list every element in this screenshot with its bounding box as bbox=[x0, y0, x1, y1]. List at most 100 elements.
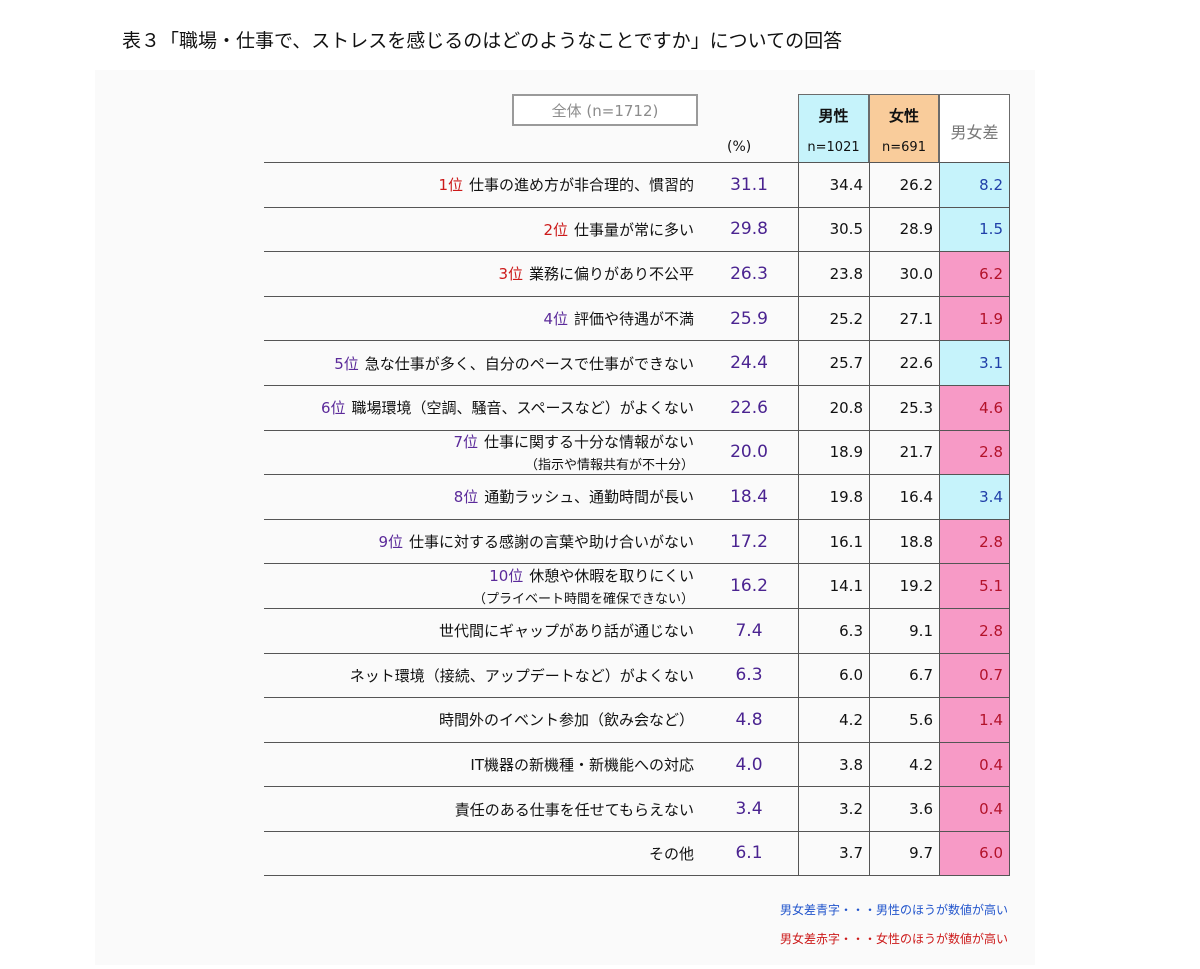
rank-label: 6位 bbox=[321, 399, 346, 418]
overall-value: 22.6 bbox=[730, 397, 768, 418]
female-value: 4.2 bbox=[869, 742, 939, 787]
row-label-line: 5位 急な仕事が多く、自分のペースで仕事ができない bbox=[334, 353, 694, 374]
female-value: 9.1 bbox=[869, 608, 939, 653]
row-label-line: 3位 業務に偏りがあり不公平 bbox=[498, 263, 694, 284]
overall-value: 6.1 bbox=[735, 843, 763, 864]
table-row: IT機器の新機種・新機能への対応 4.0 3.8 4.2 0.4 bbox=[264, 741, 1010, 787]
rank-label: 1位 bbox=[438, 176, 463, 195]
gender-diff-value: 6.0 bbox=[939, 831, 1010, 875]
gender-diff-value: 0.4 bbox=[939, 742, 1010, 787]
overall-value: 24.4 bbox=[730, 353, 768, 374]
male-header-label: 男性 bbox=[818, 107, 849, 125]
row-label-cell: ネット環境（接続、アップデートなど）がよくない bbox=[350, 654, 694, 698]
rank-label: 5位 bbox=[334, 354, 359, 373]
female-value: 9.7 bbox=[869, 831, 939, 875]
male-value: 3.7 bbox=[798, 831, 869, 875]
gender-diff-value: 1.9 bbox=[939, 296, 1010, 341]
item-label: 評価や待遇が不満 bbox=[573, 310, 694, 329]
rank-label: 10位 bbox=[489, 567, 524, 586]
gender-diff-value: 2.8 bbox=[939, 519, 1010, 564]
female-sample-size: n=691 bbox=[882, 140, 926, 155]
item-label: 時間外のイベント参加（飲み会など） bbox=[438, 711, 694, 730]
male-value: 3.8 bbox=[798, 742, 869, 787]
male-value: 25.2 bbox=[798, 296, 869, 341]
female-value: 30.0 bbox=[869, 252, 939, 296]
gender-diff-value: 2.8 bbox=[939, 430, 1010, 475]
row-label-cell: 3位 業務に偏りがあり不公平 bbox=[498, 252, 694, 296]
gender-diff-value: 6.2 bbox=[939, 252, 1010, 296]
row-label-line: 6位 職場環境（空調、騒音、スペースなど）がよくない bbox=[321, 397, 694, 418]
rank-label: 3位 bbox=[498, 265, 523, 284]
item-label: 職場環境（空調、騒音、スペースなど）がよくない bbox=[351, 399, 694, 418]
row-label-line: 世代間にギャップがあり話が通じない bbox=[439, 620, 694, 641]
male-value: 14.1 bbox=[798, 564, 869, 608]
male-value: 19.8 bbox=[798, 475, 869, 519]
male-value: 34.4 bbox=[798, 163, 869, 207]
gender-diff-value: 3.4 bbox=[939, 475, 1010, 519]
row-label-cell: 世代間にギャップがあり話が通じない bbox=[439, 609, 694, 653]
item-label: 仕事に関する十分な情報がない bbox=[483, 433, 694, 452]
row-label-cell: 8位 通勤ラッシュ、通勤時間が長い bbox=[454, 475, 694, 519]
item-label: 業務に偏りがあり不公平 bbox=[528, 265, 694, 284]
overall-value: 29.8 bbox=[730, 219, 768, 240]
gender-diff-column-header: 男女差 bbox=[939, 94, 1010, 162]
row-label-line: IT機器の新機種・新機能への対応 bbox=[470, 754, 694, 775]
female-value: 19.2 bbox=[869, 564, 939, 608]
female-column-header: 女性 n=691 bbox=[869, 94, 939, 162]
rank-label: 9位 bbox=[378, 533, 403, 552]
item-label: 仕事に対する感謝の言葉や助け合いがない bbox=[408, 533, 694, 552]
gender-diff-value: 5.1 bbox=[939, 564, 1010, 608]
legend-note-blue: 男女差青字・・・男性のほうが数値が高い bbox=[779, 903, 1008, 917]
row-label-cell: IT機器の新機種・新機能への対応 bbox=[470, 743, 694, 787]
gender-diff-value: 1.5 bbox=[939, 207, 1010, 252]
row-label-line: 時間外のイベント参加（飲み会など） bbox=[439, 709, 694, 730]
overall-value: 4.0 bbox=[735, 754, 763, 775]
table-row: 9位 仕事に対する感謝の言葉や助け合いがない 17.2 16.1 18.8 2.8 bbox=[264, 518, 1010, 564]
gender-diff-value: 1.4 bbox=[939, 698, 1010, 742]
gender-diff-value: 0.4 bbox=[939, 787, 1010, 831]
male-column-header: 男性 n=1021 bbox=[798, 94, 869, 162]
row-label-cell: 責任のある仕事を任せてもらえない bbox=[455, 787, 694, 831]
male-sample-size: n=1021 bbox=[807, 140, 860, 155]
item-label: ネット環境（接続、アップデートなど）がよくない bbox=[349, 666, 694, 685]
table-panel-background bbox=[95, 70, 1035, 965]
female-value: 21.7 bbox=[869, 430, 939, 475]
table-row: その他 6.1 3.7 9.7 6.0 bbox=[264, 830, 1010, 876]
percent-unit-label: (%) bbox=[727, 139, 752, 155]
table-row: 7位 仕事に関する十分な情報がない （指示や情報共有が不十分） 20.0 18.9 21.… bbox=[264, 429, 1010, 475]
row-label-cell: 7位 仕事に関する十分な情報がない （指示や情報共有が不十分） bbox=[453, 431, 694, 475]
table-row: 3位 業務に偏りがあり不公平 26.3 23.8 30.0 6.2 bbox=[264, 251, 1010, 296]
row-label-cell: 5位 急な仕事が多く、自分のペースで仕事ができない bbox=[334, 341, 694, 385]
male-value: 3.2 bbox=[798, 787, 869, 831]
table-row: ネット環境（接続、アップデートなど）がよくない 6.3 6.0 6.7 0.7 bbox=[264, 652, 1010, 698]
female-value: 26.2 bbox=[869, 163, 939, 207]
rank-label: 7位 bbox=[453, 433, 478, 452]
male-value: 6.0 bbox=[798, 653, 869, 698]
row-label-cell: 4位 評価や待遇が不満 bbox=[543, 297, 694, 341]
gender-diff-value: 4.6 bbox=[939, 385, 1010, 430]
male-value: 25.7 bbox=[798, 341, 869, 385]
item-label: 仕事の進め方が非合理的、慣習的 bbox=[468, 176, 694, 195]
overall-sample-label: 全体 (n=1712) bbox=[512, 94, 698, 126]
row-label-cell: 1位 仕事の進め方が非合理的、慣習的 bbox=[438, 163, 694, 207]
item-label: 急な仕事が多く、自分のペースで仕事ができない bbox=[364, 354, 694, 373]
male-value: 4.2 bbox=[798, 698, 869, 742]
row-label-line: 9位 仕事に対する感謝の言葉や助け合いがない bbox=[378, 531, 694, 552]
row-label-line: 1位 仕事の進め方が非合理的、慣習的 bbox=[438, 174, 694, 195]
row-label-line: 10位 休憩や休暇を取りにくい bbox=[489, 565, 694, 586]
row-label-cell: その他 bbox=[649, 832, 694, 875]
overall-value: 16.2 bbox=[730, 576, 768, 597]
female-header-label: 女性 bbox=[888, 107, 919, 125]
overall-value: 7.4 bbox=[735, 620, 763, 641]
table-row: 1位 仕事の進め方が非合理的、慣習的 31.1 34.4 26.2 8.2 bbox=[264, 162, 1010, 207]
table-row: 6位 職場環境（空調、騒音、スペースなど）がよくない 22.6 20.8 25.3 4.6 bbox=[264, 384, 1010, 430]
female-value: 6.7 bbox=[869, 653, 939, 698]
overall-value: 18.4 bbox=[730, 486, 768, 507]
overall-value: 25.9 bbox=[730, 308, 768, 329]
item-sublabel: （プライベート時間を確保できない） bbox=[472, 592, 694, 608]
row-label-line: ネット環境（接続、アップデートなど）がよくない bbox=[350, 665, 694, 686]
female-value: 3.6 bbox=[869, 787, 939, 831]
overall-value: 3.4 bbox=[735, 799, 763, 820]
results-table: 1位 仕事の進め方が非合理的、慣習的 31.1 34.4 26.2 8.2 2位 仕事量が常に… bbox=[264, 162, 1010, 876]
female-value: 5.6 bbox=[869, 698, 939, 742]
